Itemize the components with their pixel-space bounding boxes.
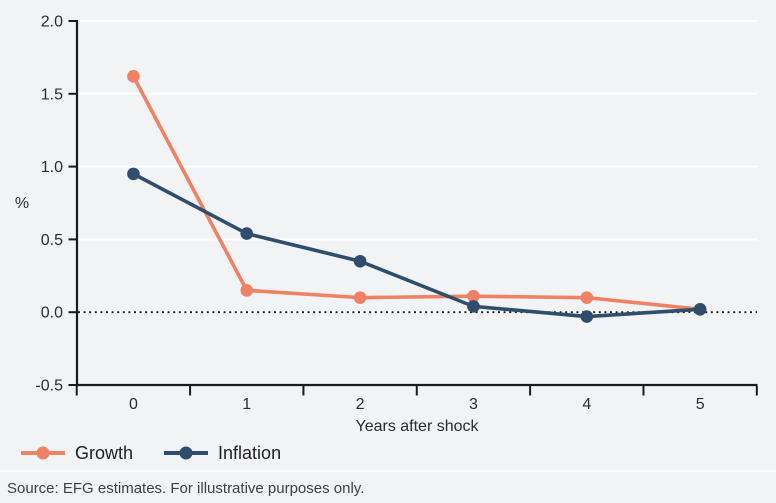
line-chart-plot: 2.0 1.5 1.0 0.5 0.0 -0.5 0 1 2 3 4 5% Years after sh… xyxy=(15,14,758,435)
svg-text:5: 5 xyxy=(696,396,705,413)
svg-text:2.0: 2.0 xyxy=(41,14,63,31)
inflation-line-marker-icon xyxy=(164,446,209,460)
svg-text:1.5: 1.5 xyxy=(41,86,63,103)
growth-line-marker-icon xyxy=(21,446,65,460)
separator-line xyxy=(0,470,776,472)
svg-text:1: 1 xyxy=(242,396,251,413)
svg-text:1.0: 1.0 xyxy=(41,159,63,176)
svg-text:2: 2 xyxy=(356,396,365,413)
svg-text:Years after shock: Years after shock xyxy=(355,418,479,435)
svg-text:0: 0 xyxy=(129,396,138,413)
svg-text:0.0: 0.0 xyxy=(41,305,63,322)
svg-text:-0.5: -0.5 xyxy=(35,378,63,395)
legend-label-growth: Growth xyxy=(75,443,134,463)
svg-text:0.5: 0.5 xyxy=(41,232,63,249)
svg-text:3: 3 xyxy=(469,396,478,413)
source-note: Source: EFG estimates. For illustrative … xyxy=(7,480,365,497)
legend-item-growth: Growth xyxy=(20,442,133,464)
legend-item-inflation: Inflation xyxy=(163,442,281,464)
svg-text:%: % xyxy=(15,195,29,212)
svg-text:4: 4 xyxy=(582,396,591,413)
legend-label-inflation: Inflation xyxy=(218,443,282,463)
legend: Growth Inflation xyxy=(20,442,281,464)
